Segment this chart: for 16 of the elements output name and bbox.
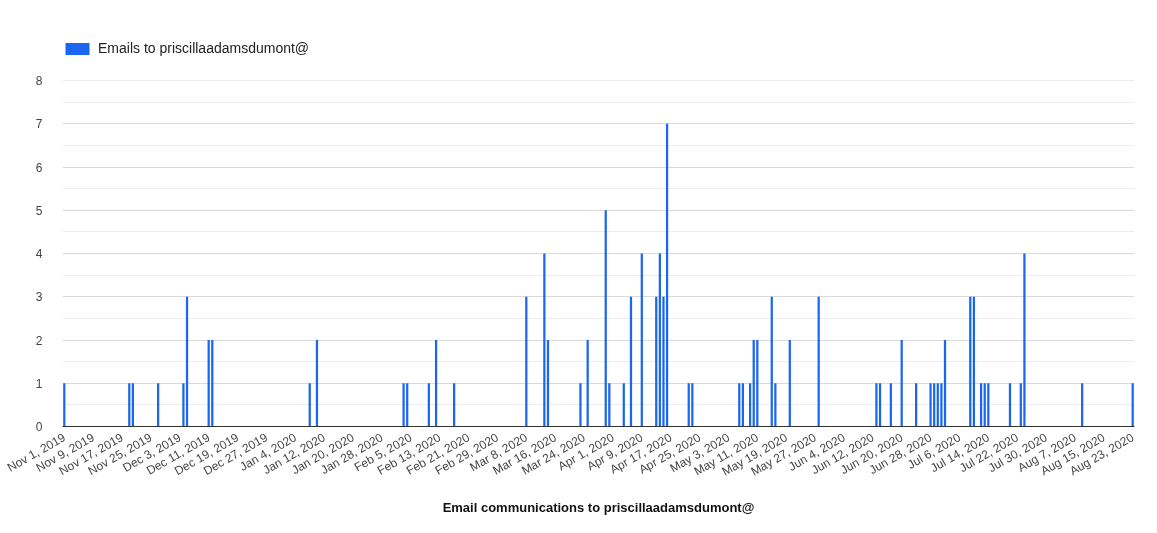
bar xyxy=(929,383,932,427)
y-tick-label: 3 xyxy=(35,290,43,305)
y-tick-label: 2 xyxy=(35,333,43,348)
y-tick-label: 7 xyxy=(35,117,43,132)
y-tick-label: 1 xyxy=(35,376,43,391)
y-tick-label: 8 xyxy=(35,74,43,88)
x-axis-title: Email communications to priscillaadamsdumont@ xyxy=(442,499,755,515)
y-tick-label: 4 xyxy=(35,247,43,261)
bar xyxy=(402,383,405,427)
bar xyxy=(875,383,878,427)
y-tick-label: 5 xyxy=(35,203,43,218)
bar xyxy=(1023,253,1026,427)
legend-label: Emails to priscillaadamsdumont@ xyxy=(98,40,310,56)
y-tick-label: 0 xyxy=(35,420,43,434)
bar xyxy=(579,383,582,427)
y-tick-label: 6 xyxy=(35,160,43,175)
